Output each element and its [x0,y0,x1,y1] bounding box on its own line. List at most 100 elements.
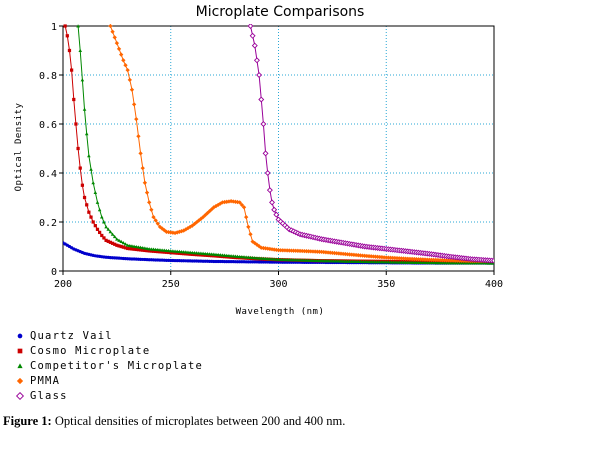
data-point [100,233,104,238]
data-point [175,249,180,253]
data-point [116,46,122,52]
data-point [128,243,132,248]
data-point [95,227,100,231]
data-point [207,253,212,258]
data-point [258,96,265,103]
chart: Microplate Comparisons 200 250 300 350 400 0 0… [14,4,503,317]
data-point [188,252,192,256]
y-tick-label: 0.2 [39,218,57,229]
data-point [251,42,258,49]
data-point [136,134,141,139]
tick-labels: 200 250 300 350 400 0 0.2 0.4 0.6 0.8 1 [39,22,503,290]
data-point [158,248,162,252]
data-point [155,221,160,226]
data-point [156,249,160,254]
data-point [143,246,147,250]
legend: Quartz Vail Cosmo Microplate Competitor's … [10,328,203,403]
data-point [194,251,199,255]
data-point [95,200,100,204]
x-tick-label: 350 [377,279,395,290]
data-point [153,218,158,223]
legend-label: Quartz Vail [30,329,113,342]
data-point [231,254,236,258]
data-point [271,206,278,213]
data-point [264,170,271,176]
data-point [210,254,214,258]
data-point [194,253,199,257]
data-point [166,250,171,255]
data-point [492,261,494,265]
y-tick-label: 0.6 [39,120,57,131]
data-point [128,247,132,251]
data-point [293,248,298,253]
series-line [64,25,494,263]
data-point [175,251,179,255]
data-point [119,52,124,57]
data-point [160,250,164,254]
legend-label: PMMA [30,374,61,387]
data-point [108,230,113,234]
data-point [384,255,389,260]
data-point [173,251,177,255]
data-point [110,29,115,34]
data-point [186,250,190,254]
data-point [91,220,95,224]
data-point [177,251,181,255]
data-point [74,122,78,126]
data-point [78,48,83,52]
data-point [123,246,128,250]
data-point [179,251,184,256]
data-point [162,248,167,252]
data-point [142,180,148,185]
data-point [82,195,87,200]
data-point [110,241,115,245]
data-point [405,256,410,261]
x-tick-label: 250 [162,279,180,290]
legend-marker-icon [10,331,30,341]
data-point [93,224,97,228]
legend-marker-shape [17,362,23,368]
data-point [149,249,153,253]
series-line [109,25,494,262]
data-point [491,257,494,264]
data-point [205,253,210,257]
data-point [151,214,156,220]
data-point [455,258,460,263]
series-layer [63,24,494,265]
data-point [84,132,89,136]
data-point [82,107,87,111]
y-tick-label: 0.4 [39,169,57,180]
figure-caption: Figure 1: Optical densities of microplat… [3,414,345,429]
data-point [80,78,85,82]
legend-label: Cosmo Microplate [30,344,151,357]
data-point [240,255,244,259]
data-point [325,250,331,255]
data-point [108,24,113,29]
data-point [248,232,253,237]
data-point [110,232,115,236]
data-point [147,247,151,251]
data-point [246,224,251,230]
data-point [302,248,307,254]
series-glass [247,24,494,264]
data-point [98,230,102,235]
data-point [412,256,417,262]
data-point [242,255,246,259]
data-point [392,255,398,261]
data-point [168,249,173,253]
data-point [263,246,268,251]
data-point [164,248,169,252]
data-point [106,227,111,231]
data-point [138,248,143,252]
data-point [179,249,184,254]
data-point [80,183,85,187]
data-point [89,167,93,171]
data-point [132,247,136,251]
data-point [247,24,254,29]
data-point [162,250,166,254]
data-point [297,248,303,254]
series-cosmo-microplate [63,24,494,264]
legend-marker-icon [10,391,30,401]
data-point [253,57,260,64]
data-point [235,254,240,258]
